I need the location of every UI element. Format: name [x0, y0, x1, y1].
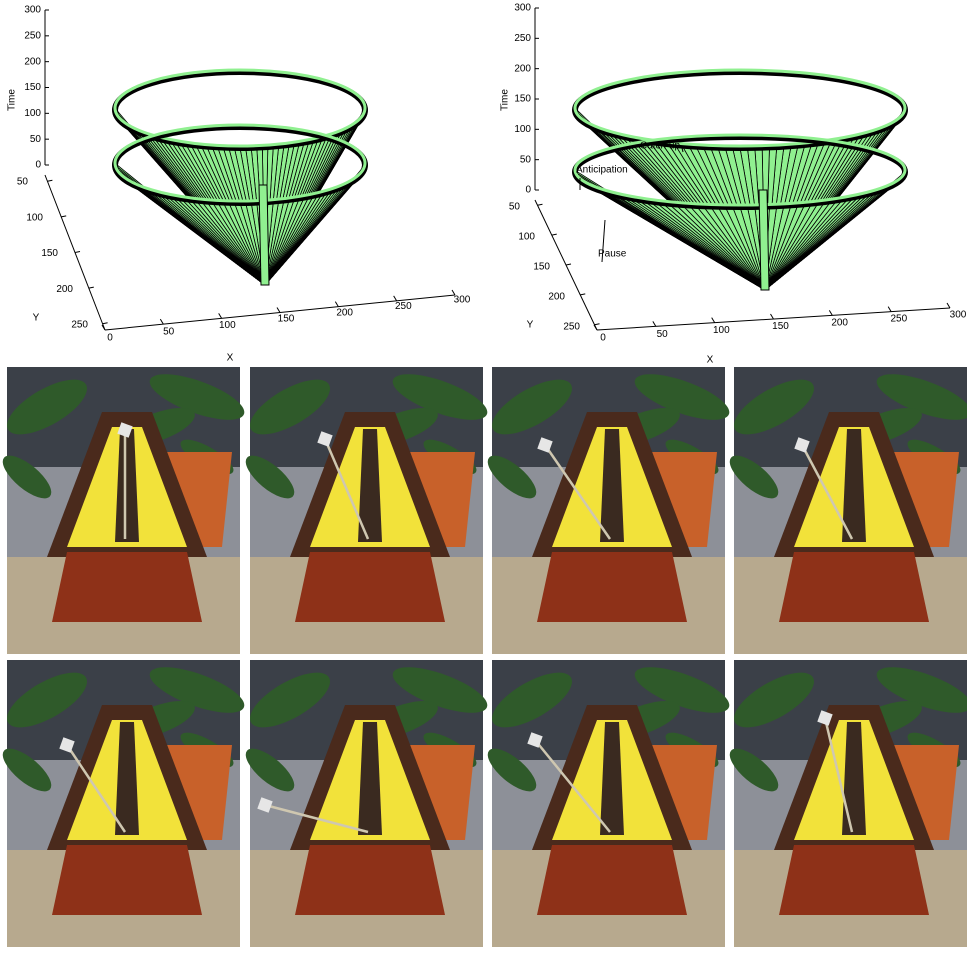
tick-label: 150 [41, 248, 58, 259]
tick-mark [277, 308, 280, 313]
tick-mark [89, 287, 94, 288]
tick-label: 100 [518, 232, 535, 243]
tick-mark [103, 323, 108, 324]
metronome-base [295, 845, 445, 915]
tick-mark [537, 204, 542, 205]
tick-mark [219, 313, 222, 318]
tick-mark [595, 324, 600, 325]
surface-stem [259, 185, 269, 285]
tick-label: 50 [509, 202, 521, 213]
tick-label: 250 [563, 322, 580, 333]
photo-grid [0, 365, 967, 947]
tick-mark [712, 318, 715, 323]
tick-label: 100 [219, 320, 236, 331]
tick-mark [888, 307, 891, 312]
photo [481, 365, 734, 654]
tick-mark [75, 252, 80, 253]
tick-label: 150 [24, 82, 41, 93]
tick-label: 250 [890, 313, 907, 324]
tick-label: 150 [772, 321, 789, 332]
tick-label: 50 [30, 134, 42, 145]
metronome-base [52, 552, 202, 622]
tick-label: 250 [395, 301, 412, 312]
tick-label: 50 [163, 326, 175, 337]
axis-label: Y [33, 313, 40, 324]
tick-label: 50 [17, 177, 29, 188]
tick-label: 200 [24, 56, 41, 67]
tick-label: 250 [24, 30, 41, 41]
annotation: Anticipation [576, 165, 628, 176]
tick-label: 300 [454, 295, 471, 306]
photo [239, 658, 492, 947]
tick-mark [947, 303, 950, 308]
axis-label: Time [7, 89, 18, 111]
tick-label: 100 [26, 212, 43, 223]
metronome-base [779, 845, 929, 915]
photo [0, 658, 249, 947]
tick-label: 100 [24, 108, 41, 119]
axis-label: X [227, 353, 234, 364]
metronome-base [295, 552, 445, 622]
tick-mark [61, 216, 66, 217]
tick-label: 150 [278, 314, 295, 325]
tick-label: 250 [514, 33, 531, 44]
axis-label: X [707, 355, 714, 366]
tick-label: 0 [107, 333, 113, 344]
tick-label: 250 [71, 320, 88, 331]
tick-label: 300 [24, 5, 41, 16]
tick-mark [829, 310, 832, 315]
tick-mark [160, 319, 163, 324]
annotation: Catch up [640, 141, 680, 152]
axis-label: Time [500, 89, 511, 111]
tick-mark [653, 321, 656, 326]
tick-label: 100 [514, 124, 531, 135]
tick-label: 200 [56, 284, 73, 295]
surface-stem [759, 190, 769, 290]
photo [723, 365, 967, 654]
tick-label: 0 [600, 333, 606, 344]
tick-label: 150 [533, 262, 550, 273]
axis-label: Y [527, 320, 534, 331]
tick-label: 0 [525, 185, 531, 196]
metronome-base [52, 845, 202, 915]
tick-label: 300 [514, 3, 531, 14]
tick-label: 50 [520, 154, 532, 165]
tick-label: 200 [514, 63, 531, 74]
tick-label: 50 [657, 329, 669, 340]
tick-label: 200 [336, 307, 353, 318]
tick-mark [47, 180, 52, 181]
photo [0, 365, 249, 654]
metronome-base [537, 552, 687, 622]
tick-label: 300 [950, 310, 967, 321]
photo [239, 365, 492, 654]
photo [723, 658, 967, 947]
tick-mark [335, 302, 338, 307]
figure: 0 50 100 150 200 250 300 50 100 150 200 250 0 50 100 15… [0, 0, 967, 949]
tick-label: 200 [548, 292, 565, 303]
tick-label: 150 [514, 94, 531, 105]
tick-mark [566, 264, 571, 265]
tick-mark [771, 314, 774, 319]
tick-label: 0 [35, 160, 41, 171]
tick-mark [552, 234, 557, 235]
metronome-base [537, 845, 687, 915]
tick-label: 100 [713, 325, 730, 336]
metronome-base [779, 552, 929, 622]
tick-mark [580, 294, 585, 295]
tick-label: 200 [831, 317, 848, 328]
photo [481, 658, 734, 947]
